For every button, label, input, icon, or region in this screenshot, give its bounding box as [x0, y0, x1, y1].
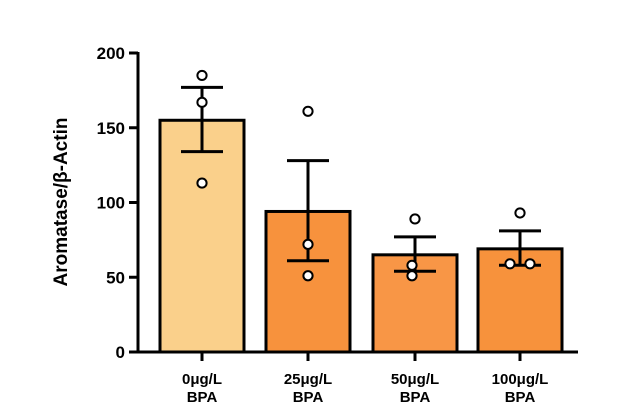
data-point [406, 270, 418, 282]
x-tick-label-line2: BPA [400, 389, 431, 406]
y-tick-label: 200 [97, 44, 125, 63]
data-point [524, 258, 536, 270]
bars [158, 118, 564, 354]
data-point [302, 105, 314, 117]
data-point [302, 270, 314, 282]
data-point [302, 238, 314, 250]
data-point [409, 213, 421, 225]
x-tick-label-line1: 50μg/L [391, 371, 439, 388]
data-point [196, 96, 208, 108]
x-tick-label-line2: BPA [505, 389, 536, 406]
bar [158, 118, 246, 354]
y-tick-label: 50 [106, 268, 125, 287]
y-axis-label: Aromatase/β-Actin [51, 118, 72, 287]
data-point [504, 258, 516, 270]
data-point [196, 177, 208, 189]
data-point [514, 207, 526, 219]
y-tick-label: 150 [97, 119, 125, 138]
y-tick-label: 0 [116, 343, 125, 362]
y-tick-label: 100 [97, 194, 125, 213]
data-point [196, 69, 208, 82]
x-tick-label-line1: 100μg/L [492, 371, 549, 388]
data-point [406, 259, 418, 271]
x-tick-label-line1: 25μg/L [284, 371, 332, 388]
x-tick-label-line1: 0μg/L [182, 371, 222, 388]
x-tick-label-line2: BPA [187, 389, 218, 406]
x-tick-label-line2: BPA [293, 389, 324, 406]
data-points [196, 69, 536, 282]
y-axis: 0 50 100 150 200 [97, 44, 140, 362]
